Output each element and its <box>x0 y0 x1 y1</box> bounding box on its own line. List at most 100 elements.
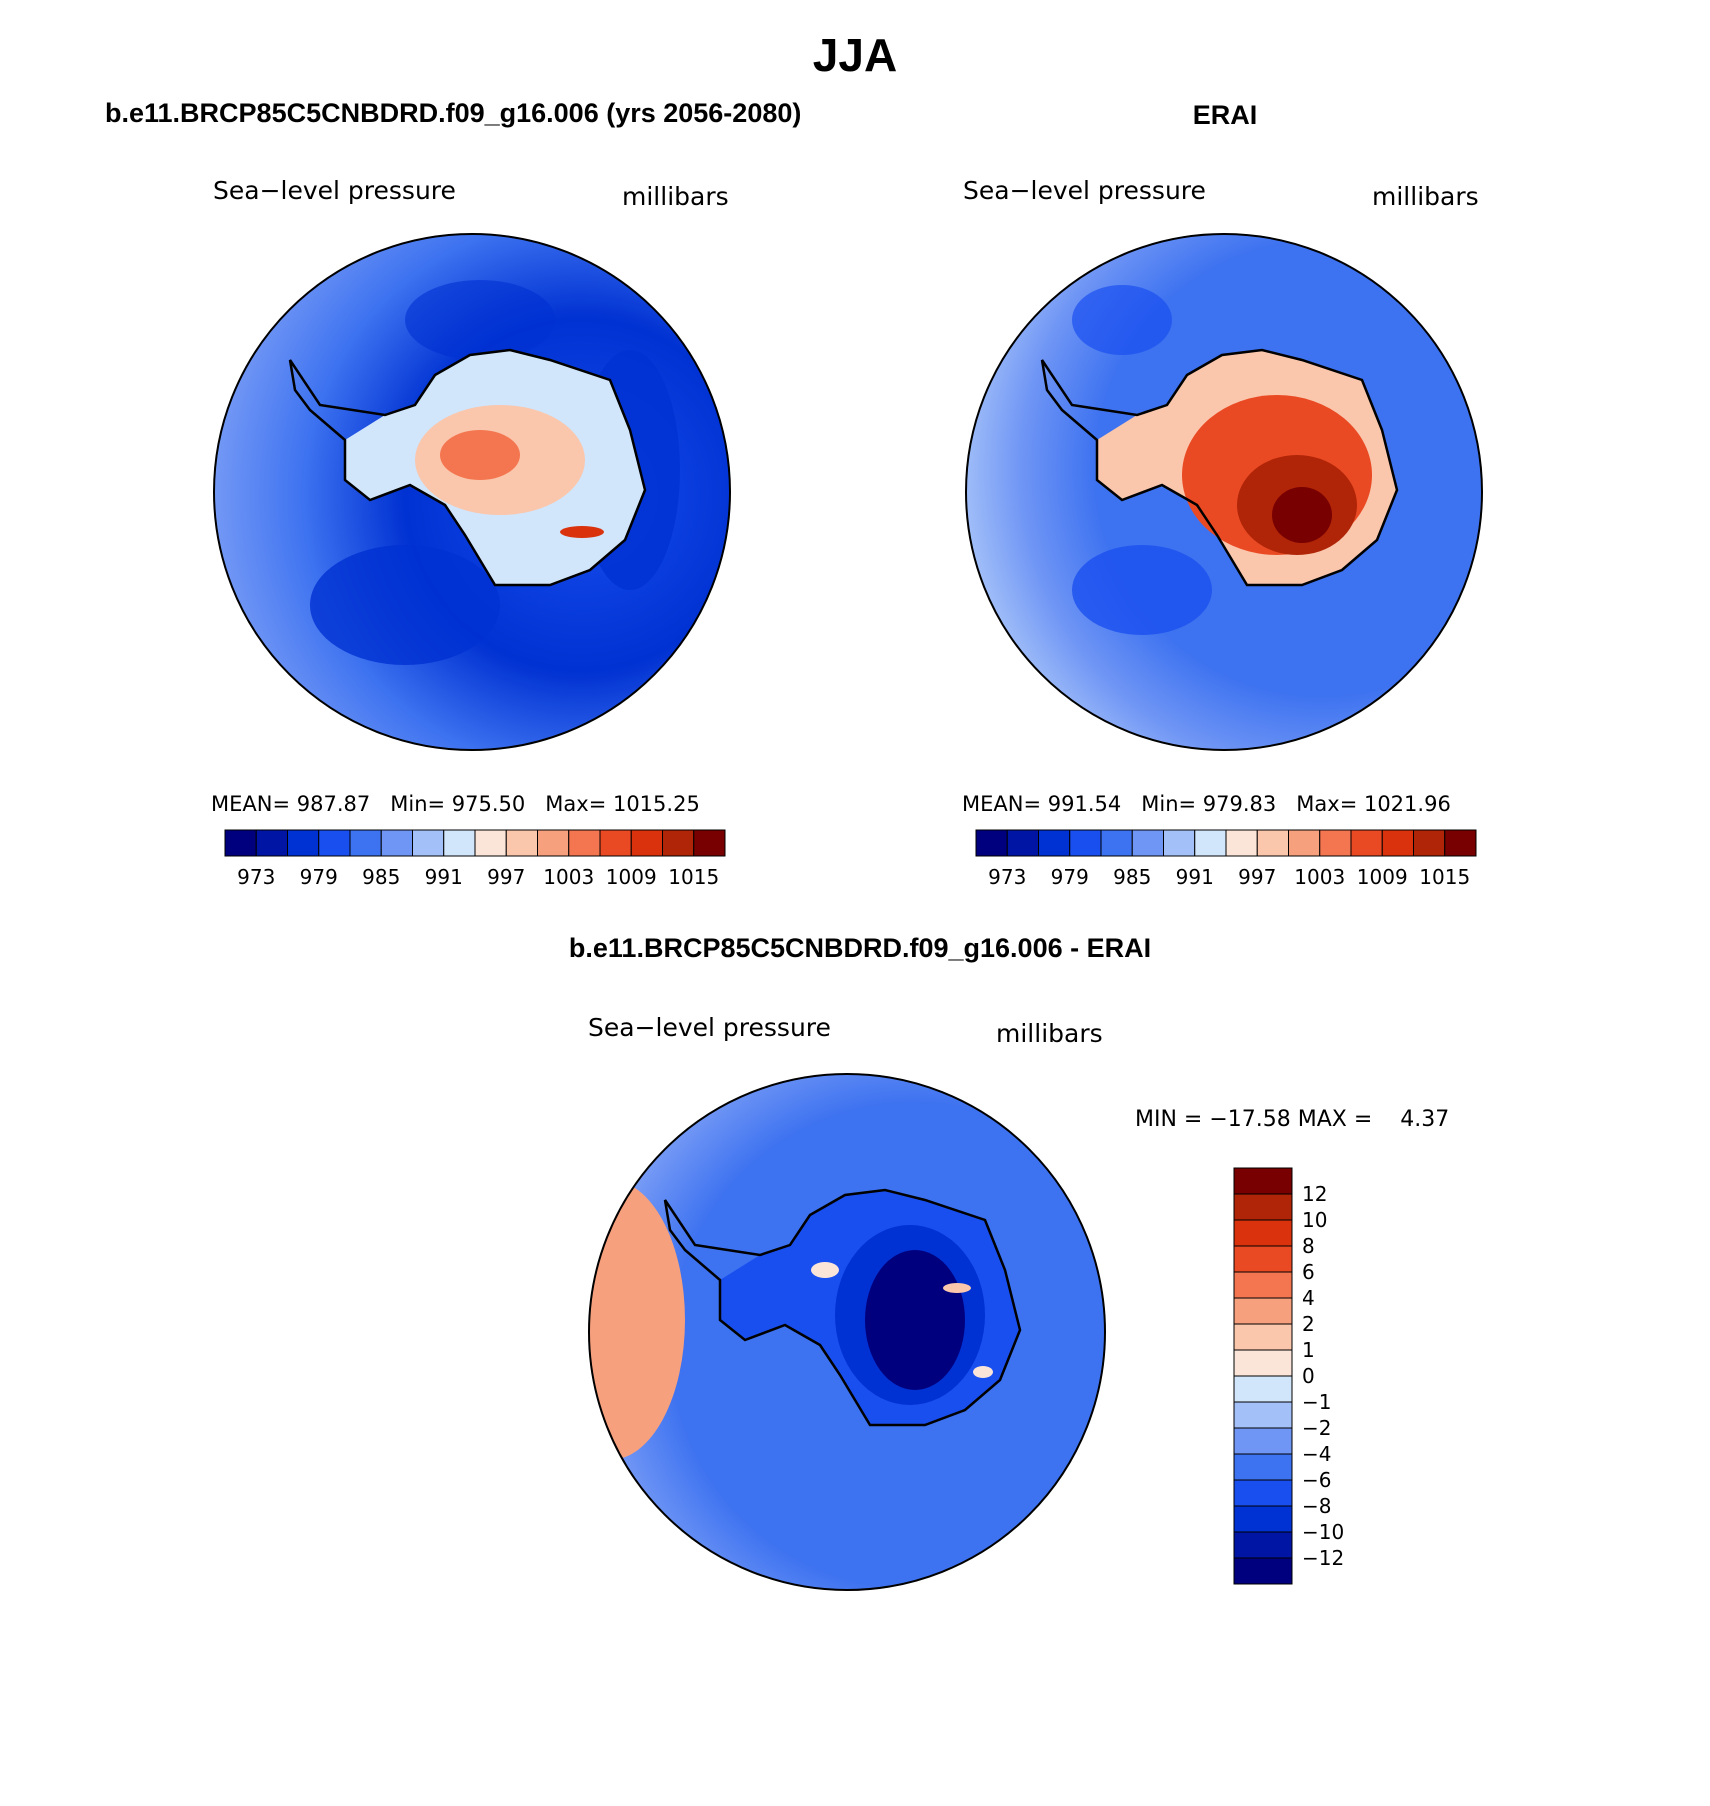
panel-1-colorbar-box-7 <box>443 829 476 857</box>
panel-3-negative-core <box>865 1250 965 1390</box>
panel-3-colorbar-box-7 <box>1233 1349 1293 1377</box>
panel-3-positive-spot-1 <box>811 1262 839 1278</box>
panel-2-colorbar-tick-label: 997 <box>1238 865 1276 889</box>
panel-3-colorbar-box-11 <box>1233 1453 1293 1481</box>
panel-1-colorbar-box-11 <box>568 829 601 857</box>
panel-1-colorbar-tick-label: 1015 <box>668 865 719 889</box>
panel-2-low-north <box>1072 285 1172 355</box>
panel-2-colorbar-box-10 <box>1288 829 1321 857</box>
panel-3-colorbar-box-14 <box>1233 1531 1293 1559</box>
panel-1-colorbar-box-6 <box>412 829 445 857</box>
panel-3-colorbar-tick-label: 4 <box>1302 1286 1315 1310</box>
panel-2-colorbar: 973 979 985 991 997 1003 1009 1015 <box>975 829 1477 889</box>
panel-1-coastline <box>288 348 647 587</box>
panel-3-colorbar-tick-label: −12 <box>1302 1546 1344 1570</box>
panel-1-title: b.e11.BRCP85C5CNBDRD.f09_g16.006 (yrs 20… <box>105 98 802 128</box>
panel-2-colorbar-box-1 <box>1006 829 1039 857</box>
panel-1-colorbar-box-10 <box>537 829 570 857</box>
panel-3-colorbar-tick-label: 8 <box>1302 1234 1315 1258</box>
panel-1-low-north <box>405 280 555 360</box>
panel-1-variable-label: Sea−level pressure <box>213 176 456 205</box>
panel-2-colorbar-box-5 <box>1131 829 1164 857</box>
panel-2-colorbar-box-13 <box>1381 829 1414 857</box>
panel-2-colorbar-tick-label: 1009 <box>1357 865 1408 889</box>
panel-3-colorbar-box-0 <box>1233 1167 1293 1195</box>
panel-2-units-label: millibars <box>1372 182 1479 211</box>
panel-1-low-south <box>310 545 500 665</box>
panel-3-colorbar-box-4 <box>1233 1271 1293 1299</box>
panel-3-colorbar-box-15 <box>1233 1557 1293 1585</box>
panel-3-colorbar-tick-label: 12 <box>1302 1182 1327 1206</box>
panel-3-colorbar-box-13 <box>1233 1505 1293 1533</box>
panel-2-high-peak <box>1272 487 1332 543</box>
panel-1-colorbar-box-3 <box>318 829 351 857</box>
panel-3-positive-spot-2 <box>943 1283 971 1293</box>
panel-2-colorbar-box-7 <box>1194 829 1227 857</box>
panel-1-colorbar: 973 979 985 991 997 1003 1009 1015 <box>224 829 726 889</box>
panel-1-colorbar-box-5 <box>380 829 413 857</box>
panel-1-colorbar-box-2 <box>287 829 320 857</box>
panel-2-variable-label: Sea−level pressure <box>963 176 1206 205</box>
panel-1-colorbar-box-1 <box>255 829 288 857</box>
panel-2-colorbar-box-3 <box>1069 829 1102 857</box>
panel-1-colorbar-tick-label: 991 <box>425 865 463 889</box>
figure-title: JJA <box>812 29 898 81</box>
panel-2-colorbar-tick-label: 979 <box>1051 865 1089 889</box>
panel-1-map <box>213 233 731 751</box>
panel-3-map <box>588 1073 1106 1591</box>
panel-3-colorbar-tick-label: 1 <box>1302 1338 1315 1362</box>
panel-2-colorbar-box-9 <box>1256 829 1289 857</box>
panel-1-colorbar-tick-label: 985 <box>362 865 400 889</box>
panel-3-colorbar-box-12 <box>1233 1479 1293 1507</box>
panel-1-colorbar-tick-label: 973 <box>237 865 275 889</box>
panel-1-colorbar-box-9 <box>505 829 538 857</box>
panel-3-variable-label: Sea−level pressure <box>588 1013 831 1042</box>
panel-2-map-border <box>965 233 1483 751</box>
panel-3-colorbar-tick-label: 2 <box>1302 1312 1315 1336</box>
panel-3-colorbar-tick-label: −1 <box>1302 1390 1331 1414</box>
panel-1-stats: MEAN= 987.87 Min= 975.50 Max= 1015.25 <box>211 792 700 816</box>
panel-3-colorbar-box-10 <box>1233 1427 1293 1455</box>
panel-3-colorbar-box-1 <box>1233 1193 1293 1221</box>
panel-3-colorbar-tick-label: −6 <box>1302 1468 1331 1492</box>
panel-2-colorbar-tick-label: 1015 <box>1419 865 1470 889</box>
panel-2-colorbar-box-15 <box>1444 829 1477 857</box>
panel-2-colorbar-box-0 <box>975 829 1008 857</box>
panel-3-units-label: millibars <box>996 1019 1103 1048</box>
panel-1-colorbar-box-13 <box>630 829 663 857</box>
panel-3-stats: MIN = −17.58 MAX = 4.37 <box>1135 1107 1450 1132</box>
panel-1-colorbar-box-14 <box>662 829 695 857</box>
panel-1-colorbar-tick-label: 979 <box>300 865 338 889</box>
panel-3-colorbar-tick-label: −10 <box>1302 1520 1344 1544</box>
panel-2-colorbar-box-12 <box>1350 829 1383 857</box>
panel-2-colorbar-tick-label: 991 <box>1176 865 1214 889</box>
panel-1-colorbar-box-15 <box>693 829 726 857</box>
panel-1-units-label: millibars <box>622 182 729 211</box>
panel-2-colorbar-box-2 <box>1038 829 1071 857</box>
panel-2-colorbar-tick-label: 973 <box>988 865 1026 889</box>
panel-3-colorbar-box-8 <box>1233 1375 1293 1403</box>
panel-2-colorbar-box-8 <box>1225 829 1258 857</box>
panel-2-title: ERAI <box>1192 100 1258 130</box>
panel-2-coastline <box>1040 348 1399 587</box>
panel-1-colorbar-tick-label: 997 <box>487 865 525 889</box>
panel-3-colorbar-box-9 <box>1233 1401 1293 1429</box>
panel-2-colorbar-box-11 <box>1319 829 1352 857</box>
panel-2-colorbar-tick-label: 985 <box>1113 865 1151 889</box>
panel-3-colorbar-tick-label: −2 <box>1302 1416 1331 1440</box>
panel-1-colorbar-tick-label: 1009 <box>606 865 657 889</box>
panel-3-colorbar-tick-label: 0 <box>1302 1364 1315 1388</box>
panel-3-positive-spot-3 <box>973 1366 993 1378</box>
panel-3-coastline <box>663 1188 1022 1427</box>
panel-3-colorbar-tick-label: −8 <box>1302 1494 1331 1518</box>
panel-1-colorbar-box-12 <box>599 829 632 857</box>
panel-2-colorbar-box-4 <box>1100 829 1133 857</box>
panel-2-colorbar-tick-label: 1003 <box>1294 865 1345 889</box>
panel-1-high-core <box>440 430 520 480</box>
panel-3-colorbar-box-5 <box>1233 1297 1293 1325</box>
panel-3-colorbar-box-2 <box>1233 1219 1293 1247</box>
panel-3-colorbar-box-6 <box>1233 1323 1293 1351</box>
panel-1-map-border <box>213 233 731 751</box>
panel-3-colorbar-tick-label: 10 <box>1302 1208 1327 1232</box>
